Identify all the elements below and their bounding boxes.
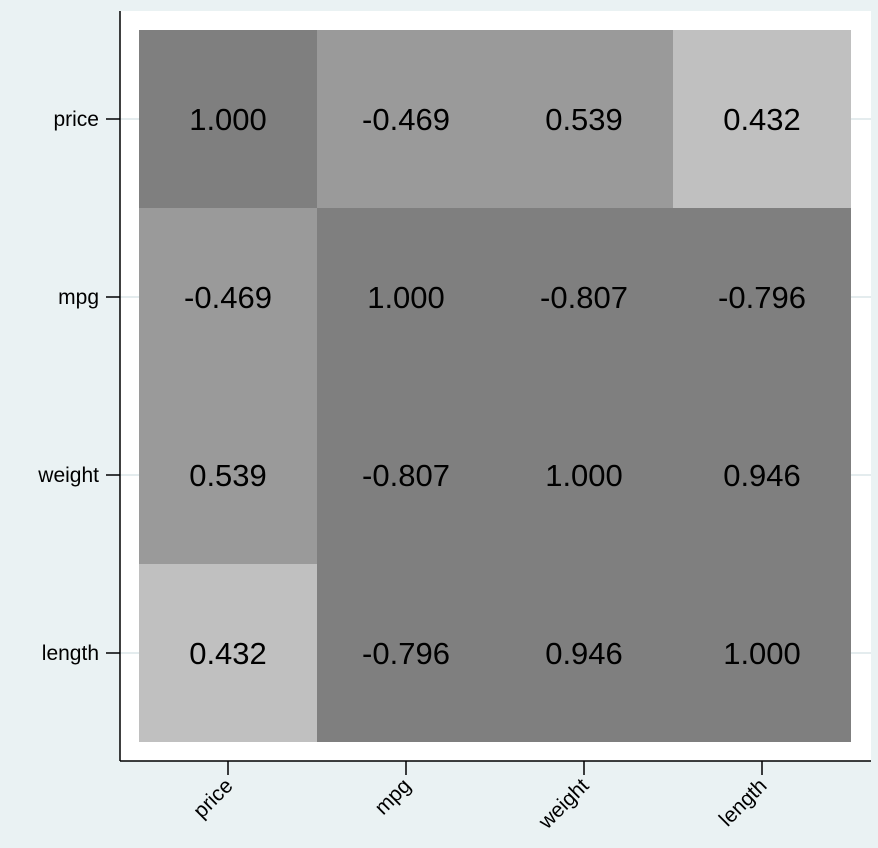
- cell-label-price-mpg: -0.469: [362, 102, 450, 137]
- cell-price-mpg: [317, 30, 495, 208]
- cell-label-price-price: 1.000: [189, 102, 267, 137]
- cell-label-weight-length: 0.946: [723, 458, 801, 493]
- cell-value-labels: 1.000 -0.469 0.539 0.432 -0.469 1.000 -0.807 -0…: [184, 102, 806, 671]
- cell-length-weight: [495, 564, 673, 742]
- y-tick-label-weight: weight: [37, 464, 99, 487]
- cell-weight-mpg: [317, 386, 495, 564]
- cell-label-price-length: 0.432: [723, 102, 801, 137]
- cell-label-weight-weight: 1.000: [545, 458, 623, 493]
- cell-weight-length: [673, 386, 851, 564]
- cell-label-length-weight: 0.946: [545, 636, 623, 671]
- cell-label-mpg-length: -0.796: [718, 280, 806, 315]
- cell-label-price-weight: 0.539: [545, 102, 623, 137]
- cell-label-length-mpg: -0.796: [362, 636, 450, 671]
- y-tick-label-length: length: [42, 642, 99, 665]
- cell-price-weight: [495, 30, 673, 208]
- cell-label-mpg-mpg: 1.000: [367, 280, 445, 315]
- cell-label-length-length: 1.000: [723, 636, 801, 671]
- cell-mpg-weight: [495, 208, 673, 386]
- cell-price-price: [139, 30, 317, 208]
- cell-label-weight-mpg: -0.807: [362, 458, 450, 493]
- cell-price-length: [673, 30, 851, 208]
- cell-mpg-mpg: [317, 208, 495, 386]
- cell-length-mpg: [317, 564, 495, 742]
- cell-label-weight-price: 0.539: [189, 458, 267, 493]
- y-tick-label-mpg: mpg: [58, 286, 99, 309]
- cell-label-mpg-weight: -0.807: [540, 280, 628, 315]
- heatmap-cells: [139, 30, 851, 742]
- cell-label-length-price: 0.432: [189, 636, 267, 671]
- y-axis-ticks: price mpg weight length: [37, 108, 120, 665]
- cell-mpg-price: [139, 208, 317, 386]
- cell-length-length: [673, 564, 851, 742]
- y-tick-label-price: price: [53, 108, 99, 131]
- cell-length-price: [139, 564, 317, 742]
- cell-weight-weight: [495, 386, 673, 564]
- cell-label-mpg-price: -0.469: [184, 280, 272, 315]
- cell-weight-price: [139, 386, 317, 564]
- cell-mpg-length: [673, 208, 851, 386]
